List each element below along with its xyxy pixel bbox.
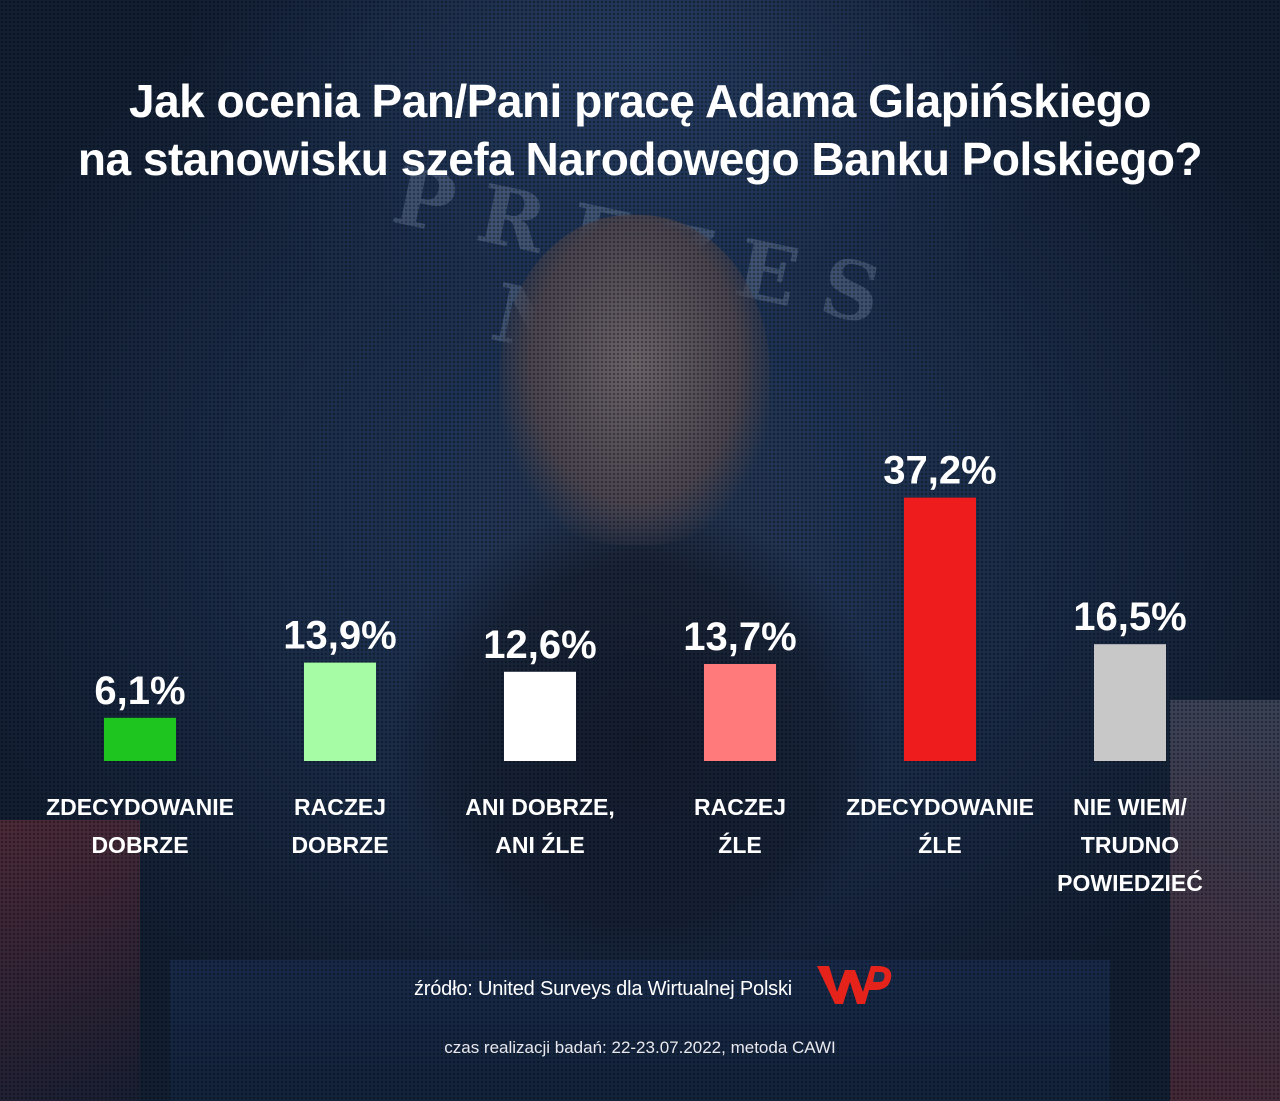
bar-0 bbox=[104, 717, 176, 761]
category-label-1-line-0: RACZEJ bbox=[294, 794, 386, 820]
speaker-head bbox=[500, 215, 770, 545]
category-label-5-line-1: TRUDNO bbox=[1081, 832, 1179, 858]
flag-right bbox=[1170, 700, 1280, 1101]
lectern bbox=[170, 960, 1110, 1101]
category-label-1-line-1: DOBRZE bbox=[291, 832, 388, 858]
category-label-5-line-2: POWIEDZIEĆ bbox=[1057, 869, 1203, 896]
category-label-0-line-1: DOBRZE bbox=[91, 832, 188, 858]
category-label-5-line-0: NIE WIEM/ bbox=[1073, 794, 1187, 820]
title-line-2: na stanowisku szefa Narodowego Banku Pol… bbox=[77, 133, 1203, 185]
value-label-3: 13,7% bbox=[683, 615, 796, 659]
value-label-4: 37,2% bbox=[883, 449, 996, 493]
flag-left bbox=[0, 820, 140, 1101]
category-label-3-line-1: ŹLE bbox=[718, 831, 761, 858]
value-label-0: 6,1% bbox=[94, 669, 185, 713]
category-label-0-line-0: ZDECYDOWANIE bbox=[46, 794, 234, 820]
title-line-1: Jak ocenia Pan/Pani pracę Adama Glapińsk… bbox=[129, 75, 1151, 127]
category-label-2-line-0: ANI DOBRZE, bbox=[465, 794, 615, 820]
value-label-2: 12,6% bbox=[483, 623, 596, 667]
value-label-1: 13,9% bbox=[283, 614, 396, 658]
category-label-4-line-1: ŹLE bbox=[918, 831, 961, 858]
bar-4 bbox=[904, 497, 976, 761]
category-label-4-line-0: ZDECYDOWANIE bbox=[846, 794, 1034, 820]
bar-5 bbox=[1094, 644, 1166, 761]
source-text: źródło: United Surveys dla Wirtualnej Po… bbox=[414, 978, 793, 1000]
bar-2 bbox=[504, 671, 576, 761]
bar-1 bbox=[304, 662, 376, 761]
methodology-text: czas realizacji badań: 22-23.07.2022, me… bbox=[444, 1038, 836, 1057]
category-label-3-line-0: RACZEJ bbox=[694, 794, 786, 820]
wp-logo-icon bbox=[817, 966, 892, 1004]
category-label-2-line-1: ANI ŹLE bbox=[495, 831, 584, 858]
bar-3 bbox=[704, 664, 776, 761]
value-label-5: 16,5% bbox=[1073, 595, 1186, 639]
chart-title: Jak ocenia Pan/Pani pracę Adama Glapińsk… bbox=[0, 72, 1280, 188]
